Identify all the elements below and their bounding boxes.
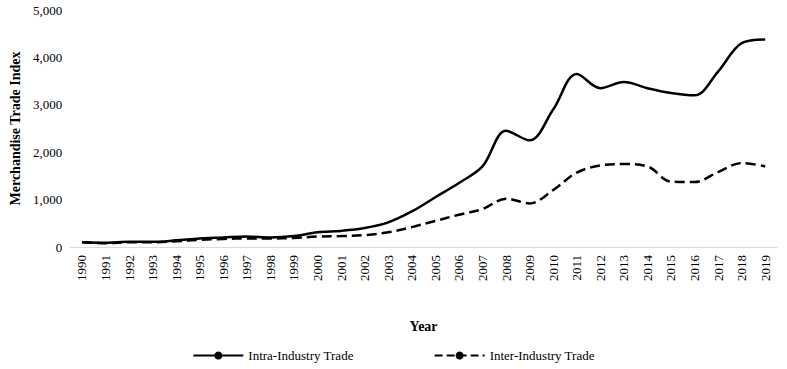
svg-text:2008: 2008 — [499, 255, 514, 281]
svg-text:Merchandise Trade Index: Merchandise Trade Index — [8, 51, 23, 205]
svg-text:1997: 1997 — [239, 255, 254, 282]
svg-text:Year: Year — [410, 319, 438, 334]
svg-text:1993: 1993 — [145, 255, 160, 281]
svg-text:1995: 1995 — [192, 255, 207, 281]
svg-text:4,000: 4,000 — [33, 50, 62, 65]
svg-text:2006: 2006 — [451, 255, 466, 282]
svg-text:2002: 2002 — [357, 255, 372, 281]
svg-text:2012: 2012 — [593, 255, 608, 281]
svg-text:2,000: 2,000 — [33, 145, 62, 160]
svg-text:2001: 2001 — [334, 255, 349, 281]
svg-text:2015: 2015 — [663, 255, 678, 281]
svg-text:2016: 2016 — [687, 255, 702, 282]
svg-text:0: 0 — [56, 240, 63, 255]
svg-text:2014: 2014 — [640, 255, 655, 282]
svg-text:2004: 2004 — [404, 255, 419, 282]
svg-text:5,000: 5,000 — [33, 3, 62, 18]
svg-text:1991: 1991 — [98, 255, 113, 281]
svg-text:2013: 2013 — [616, 255, 631, 281]
svg-text:2018: 2018 — [734, 255, 749, 281]
svg-text:2000: 2000 — [310, 255, 325, 281]
svg-text:1998: 1998 — [263, 255, 278, 281]
svg-text:2003: 2003 — [381, 255, 396, 281]
svg-text:2007: 2007 — [475, 255, 490, 282]
svg-text:Inter-Industry Trade: Inter-Industry Trade — [490, 348, 595, 363]
svg-text:1990: 1990 — [74, 255, 89, 281]
svg-text:2011: 2011 — [569, 255, 584, 281]
svg-text:1992: 1992 — [122, 255, 137, 281]
svg-text:2017: 2017 — [711, 255, 726, 282]
svg-text:2005: 2005 — [428, 255, 443, 281]
svg-text:Intra-Industry Trade: Intra-Industry Trade — [248, 348, 353, 363]
svg-text:2010: 2010 — [546, 255, 561, 281]
svg-text:1,000: 1,000 — [33, 192, 62, 207]
svg-text:2019: 2019 — [758, 255, 773, 281]
svg-text:1996: 1996 — [216, 255, 231, 282]
svg-text:3,000: 3,000 — [33, 97, 62, 112]
svg-text:2009: 2009 — [522, 255, 537, 281]
svg-text:1994: 1994 — [169, 255, 184, 282]
svg-text:1999: 1999 — [286, 255, 301, 281]
